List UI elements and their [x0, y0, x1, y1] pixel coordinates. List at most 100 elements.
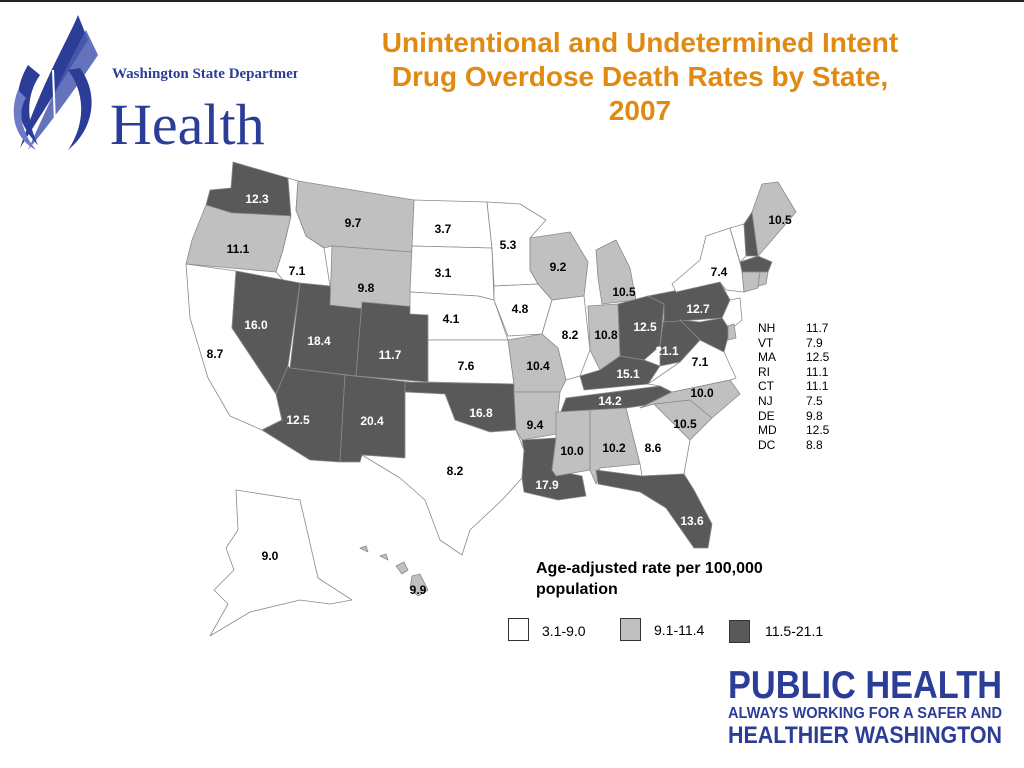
small-state-abbr: VT	[758, 335, 774, 350]
state-ky	[579, 355, 661, 391]
map-label-sc: 10.5	[673, 417, 697, 431]
state-ct	[741, 271, 761, 293]
state-wa	[205, 161, 292, 217]
legend-label-mid: 9.1-11.4	[654, 622, 705, 638]
small-state-abbr: MD	[758, 423, 777, 438]
map-label-in: 10.8	[594, 328, 618, 342]
state-nj	[721, 297, 743, 331]
title-line-3: 2007	[608, 95, 672, 126]
map-label-ny: 7.4	[711, 265, 728, 279]
page-title: Unintentional and Undetermined Intent Dr…	[300, 26, 980, 128]
map-label-mi: 10.5	[612, 285, 636, 299]
small-states-table: NH 11.7 VT 7.9 MA 12.5 RI 11.1 CT 11.1 NJ 7.5 DE 9.8 M…	[758, 321, 842, 452]
map-label-pa: 12.7	[686, 302, 710, 316]
small-state-value: 7.9	[806, 335, 823, 350]
map-label-ms: 10.0	[560, 444, 584, 458]
small-state-value: 11.1	[806, 379, 829, 394]
small-state-value: 8.8	[806, 437, 823, 452]
map-label-tx: 8.2	[447, 464, 464, 478]
small-state-row: RI 11.1	[758, 365, 842, 380]
small-state-abbr: MA	[758, 350, 776, 365]
small-state-value: 11.7	[806, 321, 829, 335]
small-state-value: 7.5	[806, 393, 823, 408]
map-label-wa: 12.3	[245, 192, 269, 206]
small-state-abbr: CT	[758, 379, 774, 394]
map-label-ak: 9.0	[262, 549, 279, 563]
state-ak	[209, 489, 353, 637]
legend-title: Age-adjusted rate per 100,000 population	[536, 558, 836, 600]
map-labels: 12.3 11.1 8.7 7.1 16.0 18.4 12.5 9.7 9.8 11.7 20.4…	[207, 192, 792, 597]
small-state-value: 9.8	[806, 408, 823, 423]
public-health-logo: PUBLIC HEALTH ALWAYS WORKING FOR A SAFER…	[728, 664, 1002, 746]
map-label-nv: 16.0	[244, 318, 268, 332]
small-state-abbr: RI	[758, 364, 770, 379]
footer-logo-line-1: PUBLIC HEALTH	[728, 664, 1002, 707]
map-label-co: 11.7	[379, 348, 402, 362]
logo-org-line: Washington State Department of	[112, 66, 298, 82]
small-state-row: DC 8.8	[758, 438, 842, 453]
state-nd	[411, 199, 493, 249]
map-label-nc: 10.0	[690, 386, 714, 400]
logo-org-word: Health	[110, 92, 265, 155]
map-label-oh: 12.5	[633, 320, 657, 334]
small-state-row: NH 11.7	[758, 321, 842, 336]
state-il	[541, 295, 591, 381]
title-line-1: Unintentional and Undetermined Intent	[381, 27, 899, 58]
map-label-il: 8.2	[562, 328, 579, 342]
map-label-sd: 3.1	[435, 266, 452, 280]
state-md	[679, 317, 731, 353]
state-hi	[359, 545, 429, 597]
state-me	[751, 181, 797, 257]
map-label-wi: 9.2	[550, 260, 567, 274]
map-label-mt: 9.7	[345, 216, 362, 230]
small-state-row: CT 11.1	[758, 379, 842, 394]
legend-swatch-high	[729, 620, 750, 643]
legend-swatch-low	[508, 618, 529, 641]
map-label-ca: 8.7	[207, 347, 224, 361]
state-fl	[595, 469, 713, 549]
map-label-ga: 8.6	[645, 441, 662, 455]
small-state-value: 12.5	[806, 423, 830, 438]
map-label-hi: 9.9	[410, 583, 427, 597]
footer-logo-line-2: ALWAYS WORKING FOR A SAFER AND	[728, 705, 1002, 722]
state-ma	[739, 255, 773, 273]
legend-title-line-1: Age-adjusted rate per 100,000	[536, 560, 763, 577]
map-label-ky: 15.1	[616, 367, 640, 381]
small-state-value: 12.5	[806, 350, 830, 365]
map-label-ks: 7.6	[458, 359, 475, 373]
map-label-az: 12.5	[286, 413, 310, 427]
legend-title-line-2: population	[536, 581, 618, 598]
map-label-ok: 16.8	[469, 406, 493, 420]
small-state-abbr: DE	[758, 408, 775, 423]
doh-logo: Washington State Department of Health	[13, 15, 298, 155]
map-label-nm: 20.4	[360, 414, 384, 428]
map-label-al: 10.2	[602, 441, 626, 455]
map-label-va: 7.1	[692, 355, 709, 369]
small-state-row: NJ 7.5	[758, 394, 842, 409]
map-label-fl: 13.6	[680, 514, 704, 528]
map-label-id: 7.1	[289, 264, 306, 278]
small-state-row: MA 12.5	[758, 350, 842, 365]
map-label-nd: 3.7	[435, 222, 452, 236]
map-label-or: 11.1	[227, 242, 250, 256]
map-label-tn: 14.2	[598, 394, 622, 408]
state-ms	[551, 409, 591, 477]
small-state-row: MD 12.5	[758, 423, 842, 438]
legend-swatch-mid	[620, 618, 641, 641]
state-de	[727, 323, 737, 341]
footer-logo-line-3: HEALTHIER WASHINGTON	[728, 722, 1002, 746]
title-line-2: Drug Overdose Death Rates by State,	[391, 61, 889, 92]
map-label-la: 17.9	[535, 478, 559, 492]
map-label-ut: 18.4	[307, 334, 331, 348]
small-state-abbr: NH	[758, 321, 776, 335]
top-rule	[0, 0, 1024, 2]
state-or	[185, 204, 292, 273]
map-label-wy: 9.8	[358, 281, 375, 295]
map-label-wv: 21.1	[655, 344, 679, 358]
small-state-abbr: NJ	[758, 393, 773, 408]
small-state-row: DE 9.8	[758, 409, 842, 424]
map-label-mo: 10.4	[526, 359, 550, 373]
legend-label-high: 11.5-21.1	[765, 623, 824, 639]
map-label-ar: 9.4	[527, 418, 544, 432]
